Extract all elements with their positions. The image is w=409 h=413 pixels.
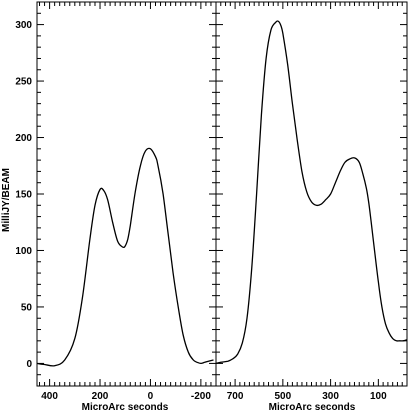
y-tick-label: 0 (26, 359, 32, 370)
x-axis-label-right: MicroArc seconds (269, 402, 356, 413)
x-tick-label-right: 700 (227, 391, 244, 402)
y-axis-label: MilliJY/BEAM (1, 168, 12, 232)
y-tick-label: 250 (15, 77, 32, 88)
chart-panel-left: 400 200 0 -200 0 50 100 150 200 250 300 (15, 1, 217, 402)
x-tick-label-left: 0 (148, 391, 154, 402)
x-tick-label-left: 200 (92, 391, 109, 402)
chart-panel-right: 700 500 300 100 (215, 1, 408, 402)
x-tick-label-right: 300 (322, 391, 339, 402)
plot-frame-right (215, 1, 408, 387)
x-tick-label-left: -200 (191, 391, 211, 402)
y-tick-label: 150 (15, 190, 32, 201)
plot-frame-left (36, 1, 217, 387)
y-tick-label: 300 (15, 20, 32, 31)
x-tick-label-right: 100 (370, 391, 387, 402)
y-tick-label: 50 (21, 302, 33, 313)
x-axis-label-left: MicroArc seconds (82, 402, 169, 413)
y-tick-label: 200 (15, 133, 32, 144)
series-line-left (36, 147, 214, 367)
series-line-right (215, 20, 408, 365)
y-tick-label: 100 (15, 246, 32, 257)
x-tick-label-right: 500 (275, 391, 292, 402)
x-tick-label-left: 400 (41, 391, 58, 402)
